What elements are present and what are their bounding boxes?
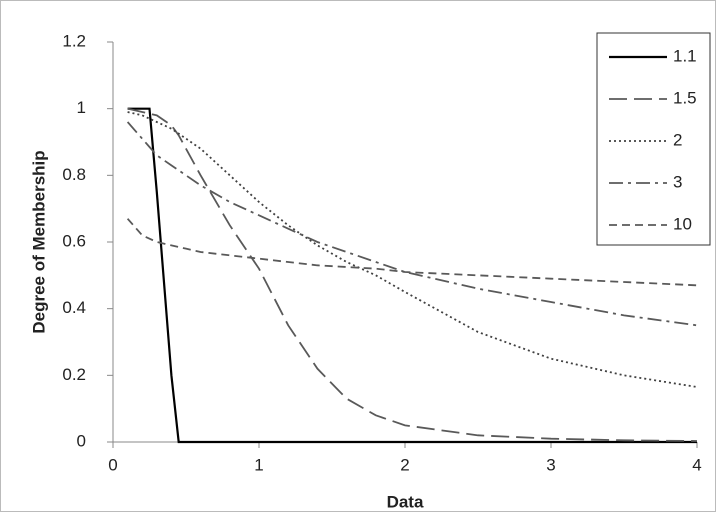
x-tick-label: 3 — [546, 455, 555, 474]
series-line — [126, 121, 698, 327]
y-tick-label: 1.2 — [62, 31, 86, 50]
legend-label: 10 — [673, 214, 692, 233]
y-tick-label: 0.2 — [62, 365, 86, 384]
series-line — [127, 107, 697, 444]
y-tick-label: 0 — [77, 431, 86, 450]
legend-label: 1.1 — [673, 46, 697, 65]
y-tick-label: 0.6 — [62, 231, 86, 250]
x-tick-label: 0 — [108, 455, 117, 474]
series-line — [127, 107, 698, 442]
legend-label: 3 — [673, 172, 682, 191]
x-tick-label: 4 — [692, 455, 701, 474]
y-tick-label: 1 — [77, 98, 86, 117]
series-line — [127, 111, 698, 388]
y-tick-label: 0.4 — [62, 298, 86, 317]
x-tick-label: 2 — [400, 455, 409, 474]
x-axis-title: Data — [387, 492, 424, 511]
x-tick-label: 1 — [254, 455, 263, 474]
legend-label: 2 — [673, 130, 682, 149]
y-axis-title: Degree of Membership — [29, 150, 48, 333]
legend-box — [596, 32, 711, 246]
y-tick-label: 0.8 — [62, 165, 86, 184]
legend-label: 1.5 — [673, 88, 697, 107]
